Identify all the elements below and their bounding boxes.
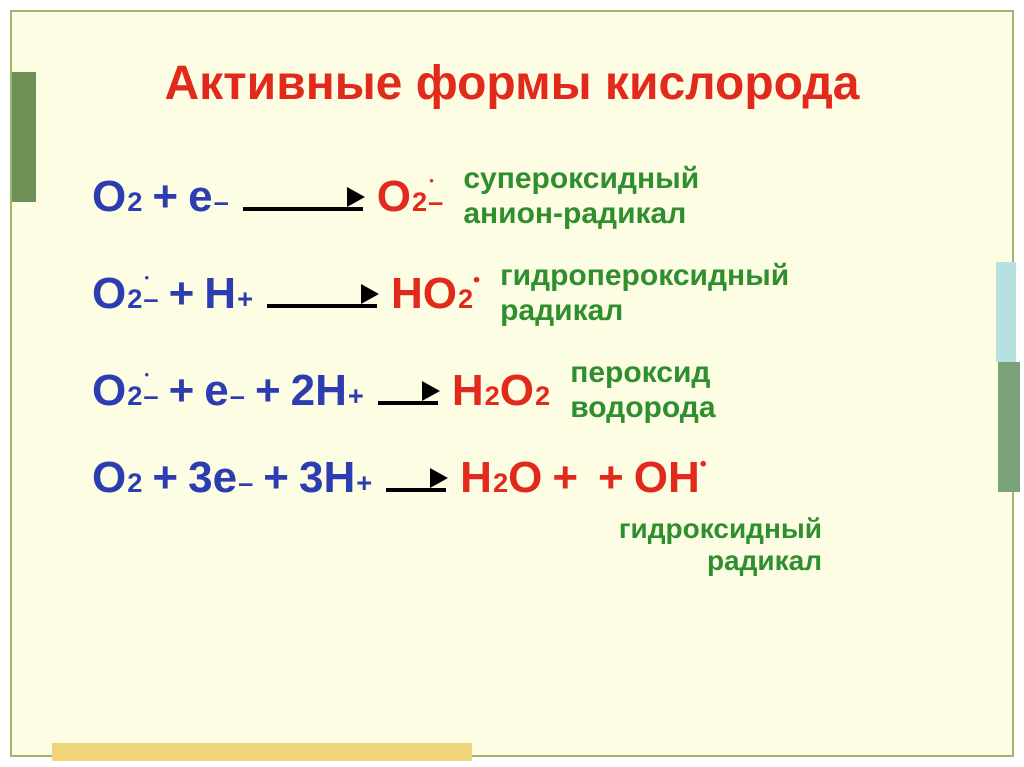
decor-bar-right-2	[998, 362, 1020, 492]
reaction-label: супероксидныйанион-радикал	[463, 162, 699, 231]
reaction-equation: O2+e–O2•–	[92, 172, 443, 222]
reactions-container: O2+e–O2•– супероксидныйанион-радикал O2•–+…	[92, 162, 962, 589]
slide-title: Активные формы кислорода	[12, 56, 1012, 111]
reaction-row: O2+3 e–+3 H+H2O++OH•	[92, 453, 962, 503]
reaction-row: O2+e–O2•– супероксидныйанион-радикал	[92, 162, 962, 231]
reaction-arrow-icon	[267, 269, 377, 319]
reaction-equation: O2•–+H+HO2•	[92, 269, 480, 319]
reaction-label: гидроксидныйрадикал	[92, 513, 962, 577]
reaction-arrow-icon	[378, 366, 438, 416]
reaction-row: O2•–+e–+2 H+H2O2 пероксидводорода	[92, 356, 962, 425]
reaction-row: O2•–+H+HO2• гидропероксидныйрадикал	[92, 259, 962, 328]
decor-bar-bottom	[52, 743, 472, 761]
reaction-label: гидропероксидныйрадикал	[500, 259, 789, 328]
reaction-arrow-icon	[386, 453, 446, 503]
slide-frame: Активные формы кислорода O2+e–O2•– суперо…	[10, 10, 1014, 757]
reaction-label: пероксидводорода	[570, 356, 715, 425]
decor-bar-right-1	[996, 262, 1016, 362]
reaction-equation: O2•–+e–+2 H+H2O2	[92, 366, 550, 416]
reaction-equation: O2+3 e–+3 H+H2O++OH•	[92, 453, 707, 503]
reaction-arrow-icon	[243, 172, 363, 222]
